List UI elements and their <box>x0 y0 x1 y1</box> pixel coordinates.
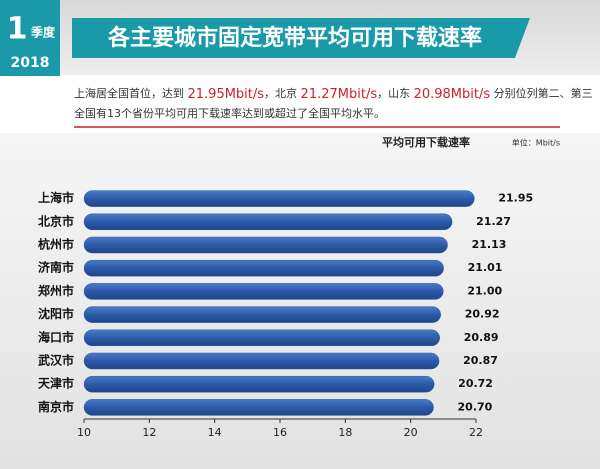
bar <box>83 306 441 323</box>
bar <box>83 259 444 277</box>
highlight: 21.95Mbit/s <box>188 87 265 102</box>
x-tick-label: 14 <box>208 426 222 439</box>
summary-background <box>0 75 600 133</box>
quarter-label: 季度 <box>30 25 56 40</box>
summary-line: 全国有13个省份平均可用下载速率达到或超过了全国平均水平。 <box>74 106 385 120</box>
title-banner <box>72 18 530 58</box>
summary-text: ，山东 <box>377 87 414 100</box>
quarter-badge <box>0 0 60 76</box>
bar <box>83 329 440 347</box>
bar <box>83 399 434 416</box>
chart-subtitle: 平均可用下载速率 <box>382 135 470 149</box>
x-tick-label: 10 <box>77 426 91 439</box>
x-tick-label: 12 <box>142 426 156 439</box>
chart-title: 各主要城市固定宽带平均可用下载速率 <box>107 25 482 51</box>
bar <box>83 190 475 207</box>
bar <box>83 352 440 370</box>
value-label: 21.95 <box>498 192 533 205</box>
y-tick-label: 杭州市 <box>38 237 74 252</box>
quarter-number: 1 <box>7 12 28 47</box>
bar <box>83 236 448 254</box>
bar <box>83 375 435 393</box>
highlight: 20.98Mbit/s <box>414 87 491 102</box>
x-tick-label: 20 <box>404 426 418 439</box>
bar <box>83 213 453 231</box>
y-tick-label: 天津市 <box>38 376 74 391</box>
x-tick-label: 18 <box>338 426 352 439</box>
value-label: 20.92 <box>465 308 500 321</box>
x-tick-label: 16 <box>273 426 287 439</box>
y-tick-label: 郑州市 <box>38 283 74 298</box>
y-tick-label: 上海市 <box>38 190 74 205</box>
value-label: 21.27 <box>476 215 511 228</box>
value-label: 20.87 <box>463 354 498 367</box>
highlight: 21.27Mbit/s <box>301 87 378 102</box>
value-label: 21.00 <box>467 284 502 297</box>
y-tick-label: 济南市 <box>38 260 74 275</box>
summary-text: ，北京 <box>264 86 301 100</box>
value-label: 21.13 <box>472 238 507 251</box>
summary-text: 分别位列第二、第三 <box>490 86 593 100</box>
x-tick-label: 22 <box>469 426 483 439</box>
value-label: 20.70 <box>458 400 493 413</box>
value-label: 21.01 <box>468 261 503 274</box>
value-label: 20.72 <box>458 377 493 390</box>
year: 2018 <box>11 55 50 71</box>
y-tick-label: 北京市 <box>38 213 74 228</box>
unit-label: 单位：Mbit/s <box>512 138 560 148</box>
y-tick-label: 沈阳市 <box>38 306 74 321</box>
summary-text: 上海居全国首位，达到 <box>74 86 188 100</box>
value-label: 20.89 <box>464 331 499 344</box>
y-tick-label: 南京市 <box>38 399 74 414</box>
bar <box>83 283 444 300</box>
y-tick-label: 武汉市 <box>38 353 74 368</box>
y-tick-label: 海口市 <box>38 329 74 344</box>
summary-line: 上海居全国首位，达到 21.95Mbit/s，北京 21.27Mbit/s，山东… <box>74 86 593 102</box>
